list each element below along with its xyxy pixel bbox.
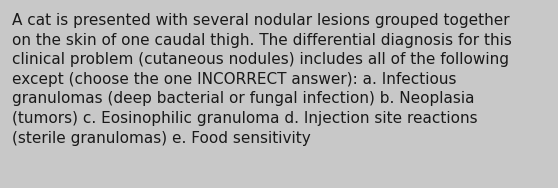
Text: A cat is presented with several nodular lesions grouped together
on the skin of : A cat is presented with several nodular … [12,13,512,146]
